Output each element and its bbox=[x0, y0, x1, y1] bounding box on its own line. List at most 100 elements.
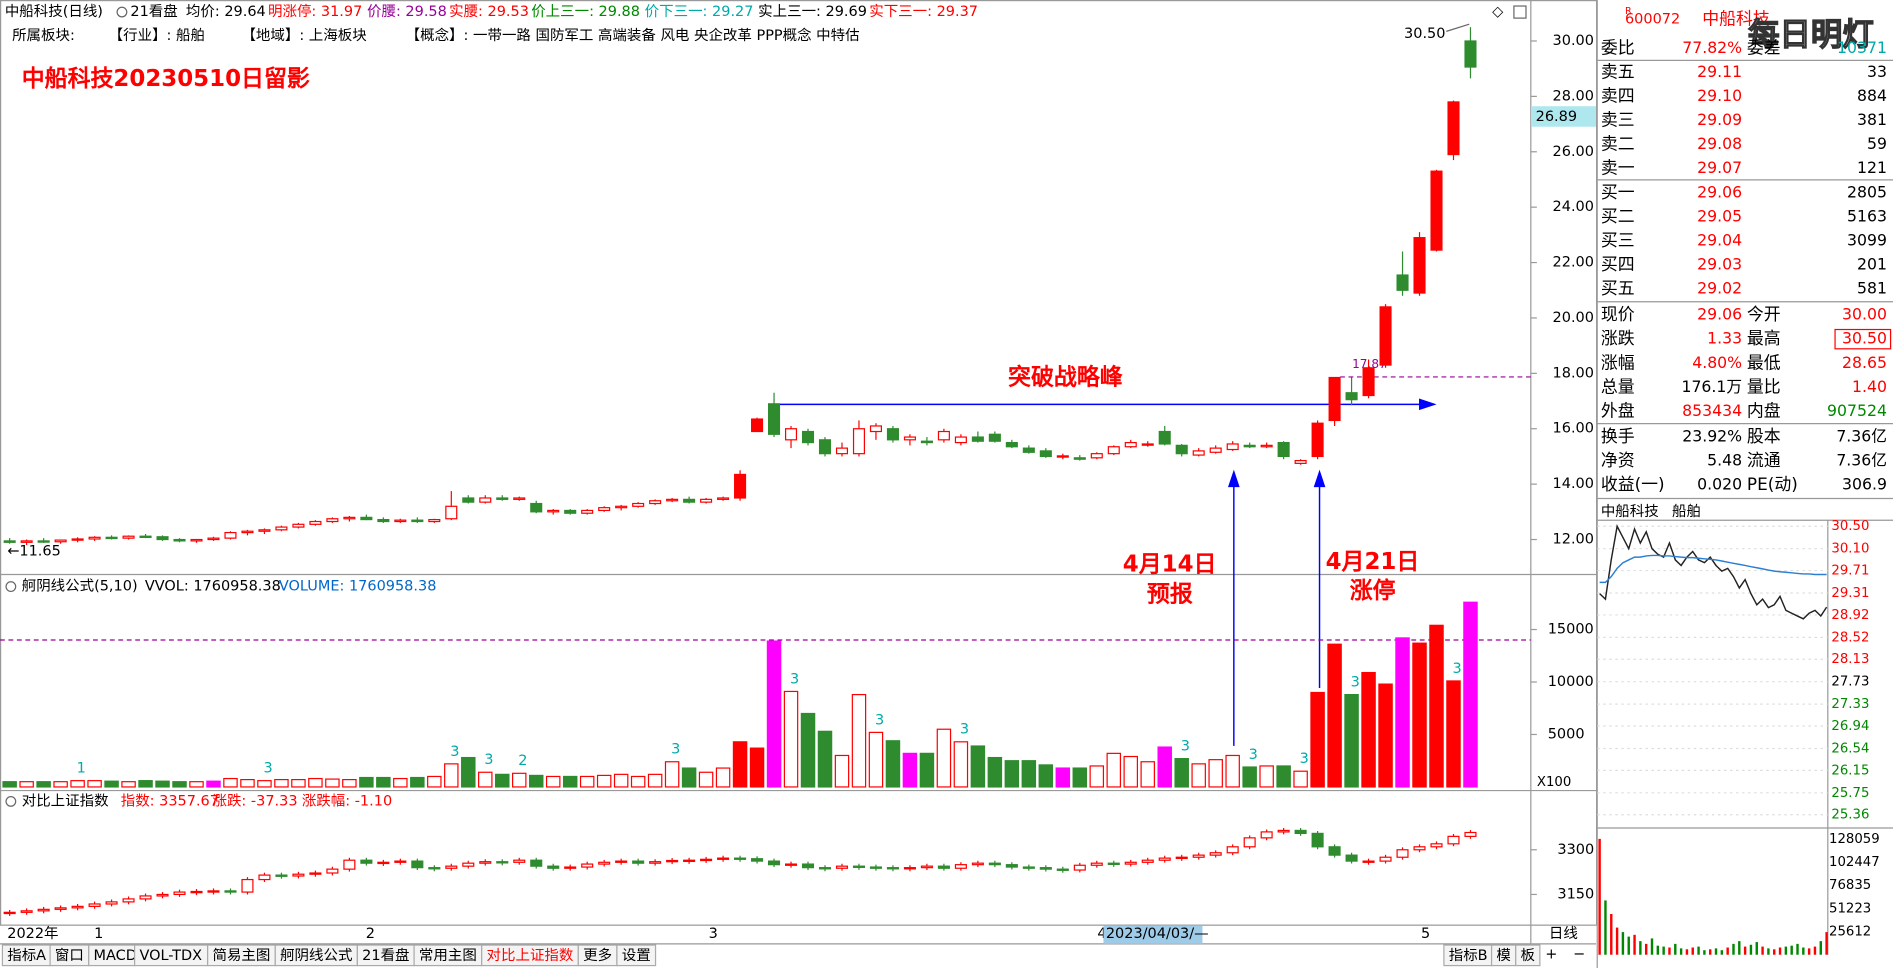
book-label: 买二 bbox=[1601, 206, 1635, 226]
volume-bar bbox=[274, 779, 289, 788]
tab[interactable] bbox=[616, 944, 657, 967]
volume-bar bbox=[936, 728, 952, 788]
index-candle bbox=[903, 867, 916, 870]
book-label: 买四 bbox=[1601, 254, 1635, 274]
y-tick-label: 27.73 bbox=[1831, 675, 1869, 690]
index-candle bbox=[343, 859, 356, 870]
volume-bar bbox=[1038, 764, 1054, 788]
candle-body bbox=[1379, 306, 1392, 366]
tab-label[interactable]: 对比上证指数 bbox=[487, 947, 574, 964]
date-label: 2022年 bbox=[7, 925, 58, 942]
date-label: 4 bbox=[1097, 926, 1106, 942]
index-candle bbox=[818, 867, 832, 870]
tab-label[interactable]: 常用主图 bbox=[419, 947, 477, 964]
tab-label[interactable]: 指标A bbox=[7, 947, 46, 964]
candle-body bbox=[734, 473, 747, 499]
index-candle bbox=[1107, 862, 1120, 865]
index-candle bbox=[683, 859, 696, 863]
index-candle bbox=[1005, 864, 1018, 868]
book-price: 29.07 bbox=[1697, 158, 1742, 177]
note: 突破战略峰 bbox=[1008, 363, 1123, 390]
cursor-box bbox=[1103, 925, 1203, 944]
candle-body bbox=[241, 530, 254, 534]
volume-bar bbox=[1463, 601, 1478, 788]
candle-body bbox=[445, 505, 458, 520]
candle-body bbox=[1226, 443, 1239, 451]
index-candle bbox=[1345, 854, 1358, 862]
volume-tag: 3 bbox=[1351, 675, 1360, 691]
high-label: 30.50 bbox=[1404, 26, 1445, 42]
candle-body bbox=[122, 535, 135, 539]
y-tick-label: 28.00 bbox=[1553, 88, 1594, 104]
y-tick-label: 102447 bbox=[1829, 855, 1880, 870]
icon[interactable] bbox=[1513, 5, 1527, 19]
tab-label[interactable]: 21看盘 bbox=[362, 946, 409, 964]
annotations: 中船科技20230510日留影 突破战略峰 4月14日 预报 4月21日 涨停 … bbox=[7, 23, 1597, 746]
book-label: 卖五 bbox=[1601, 61, 1635, 81]
candle-body bbox=[326, 518, 339, 523]
volume-tag: 3 bbox=[450, 744, 459, 760]
quote-label: 外盘 bbox=[1601, 401, 1635, 421]
volume-tag: 3 bbox=[1300, 751, 1309, 767]
volume-bar bbox=[257, 780, 272, 788]
book-volume: 381 bbox=[1857, 110, 1887, 129]
tab-label[interactable]: 板 bbox=[1521, 946, 1535, 964]
cursor-box bbox=[1532, 106, 1597, 127]
candle-body bbox=[700, 498, 713, 503]
note: 涨停 bbox=[1350, 577, 1396, 604]
index-candle bbox=[1379, 856, 1392, 862]
zoom-out[interactable]: − bbox=[1573, 947, 1585, 963]
index-candle bbox=[1124, 861, 1137, 865]
index-candle bbox=[513, 859, 526, 863]
quote-label: 换手 bbox=[1601, 426, 1635, 446]
region: 【地域】: 上海板块 bbox=[241, 26, 366, 44]
note: 预报 bbox=[1147, 582, 1193, 608]
book-volume: 2805 bbox=[1847, 183, 1887, 202]
tab-label[interactable]: 简易主图 bbox=[212, 947, 270, 964]
tab-label[interactable]: 设置 bbox=[622, 947, 651, 964]
index-candle bbox=[71, 905, 84, 909]
volume-bar bbox=[885, 740, 901, 788]
book-price: 29.05 bbox=[1697, 207, 1742, 226]
volume-bar bbox=[528, 774, 544, 788]
tab-label[interactable]: 更多 bbox=[583, 947, 612, 964]
index-candle bbox=[275, 874, 288, 877]
volume-bar bbox=[1310, 691, 1325, 788]
index-candle bbox=[377, 861, 390, 865]
index-candle bbox=[190, 890, 203, 894]
volume-bar bbox=[1021, 760, 1037, 788]
volume-bar bbox=[1378, 683, 1393, 788]
index-candle bbox=[835, 865, 849, 869]
index-candle bbox=[954, 864, 967, 869]
tab-label[interactable]: MACD bbox=[94, 948, 137, 964]
book-volume: 121 bbox=[1857, 158, 1887, 177]
period[interactable]: 日线 bbox=[1549, 925, 1578, 942]
book-price: 29.08 bbox=[1697, 134, 1742, 153]
candle-body bbox=[971, 436, 984, 442]
y-tick-label: 16.00 bbox=[1553, 421, 1594, 437]
quote-value: 29.06 bbox=[1697, 305, 1742, 324]
volume-tag: 3 bbox=[1181, 739, 1190, 755]
candle-body bbox=[479, 497, 492, 503]
tab-label[interactable]: 窗口 bbox=[55, 946, 84, 964]
tab-label[interactable]: 舸阴线公式 bbox=[280, 946, 352, 964]
icon[interactable]: ◇ bbox=[1492, 4, 1504, 20]
volume-tag: 1 bbox=[77, 761, 86, 777]
index-candle bbox=[666, 859, 679, 863]
volume-bar bbox=[579, 775, 595, 788]
avg-line bbox=[1599, 554, 1827, 584]
tab[interactable] bbox=[1515, 944, 1541, 967]
quote-value: 10371 bbox=[1837, 38, 1887, 57]
stock: 中船科技(日线) bbox=[5, 3, 103, 20]
tab-label[interactable]: 指标B bbox=[1449, 947, 1488, 964]
quote-value: 30.00 bbox=[1842, 305, 1887, 324]
tab-label[interactable]: VOL-TDX bbox=[139, 948, 202, 964]
volume-bar bbox=[987, 756, 1003, 788]
volume-bar bbox=[1123, 755, 1138, 788]
index-value: 指数: 3357.67 bbox=[121, 792, 219, 809]
tab-label[interactable]: 模 bbox=[1496, 947, 1510, 964]
volume-bar bbox=[325, 778, 340, 788]
volume-tag: 3 bbox=[1453, 661, 1462, 677]
candle-body bbox=[207, 537, 220, 541]
zoom-in[interactable]: + bbox=[1545, 947, 1557, 963]
